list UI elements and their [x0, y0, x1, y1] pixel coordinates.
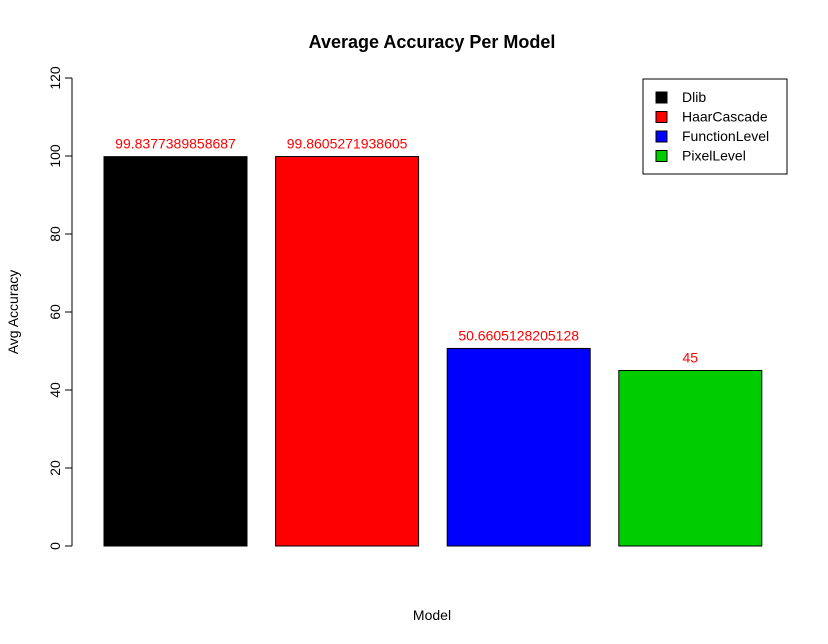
legend-swatch-functionlevel: [655, 130, 668, 143]
bar-pixellevel: [618, 370, 763, 547]
legend-label-pixellevel: PixelLevel: [682, 148, 746, 164]
y-tick-label: 0: [47, 542, 63, 550]
y-tick-label: 120: [47, 66, 63, 90]
y-tick-label: 100: [47, 144, 63, 168]
y-axis-label: Avg Accuracy: [5, 270, 21, 355]
value-labels-group: 99.8377389858687 99.8605271938605 50.66051…: [115, 136, 698, 366]
y-tick-label: 40: [47, 382, 63, 398]
legend-swatch-dlib: [655, 91, 668, 104]
bar-haarcascade: [275, 156, 420, 547]
legend-swatch-pixellevel: [655, 150, 668, 162]
y-tick-label: 80: [47, 226, 63, 242]
bar-dlib: [103, 156, 248, 547]
legend-swatch-haarcascade: [655, 111, 668, 123]
value-label-dlib: 99.8377389858687: [115, 136, 236, 152]
value-label-pixellevel: 45: [683, 350, 699, 366]
chart-title: Average Accuracy Per Model: [309, 32, 556, 52]
x-axis-label: Model: [413, 607, 451, 623]
y-axis: 0 20 40 60 80 100 120: [47, 66, 73, 550]
y-tick-label: 60: [47, 304, 63, 320]
value-label-functionlevel: 50.6605128205128: [458, 327, 579, 343]
bar-functionlevel: [446, 347, 591, 547]
value-label-haarcascade: 99.8605271938605: [287, 136, 408, 152]
legend: Dlib HaarCascade FunctionLevel PixelLevel: [642, 78, 788, 175]
legend-label-dlib: Dlib: [682, 89, 706, 105]
legend-label-haarcascade: HaarCascade: [682, 109, 768, 125]
y-tick-label: 20: [47, 460, 63, 476]
legend-label-functionlevel: FunctionLevel: [682, 128, 769, 144]
bars-group: [103, 156, 763, 547]
